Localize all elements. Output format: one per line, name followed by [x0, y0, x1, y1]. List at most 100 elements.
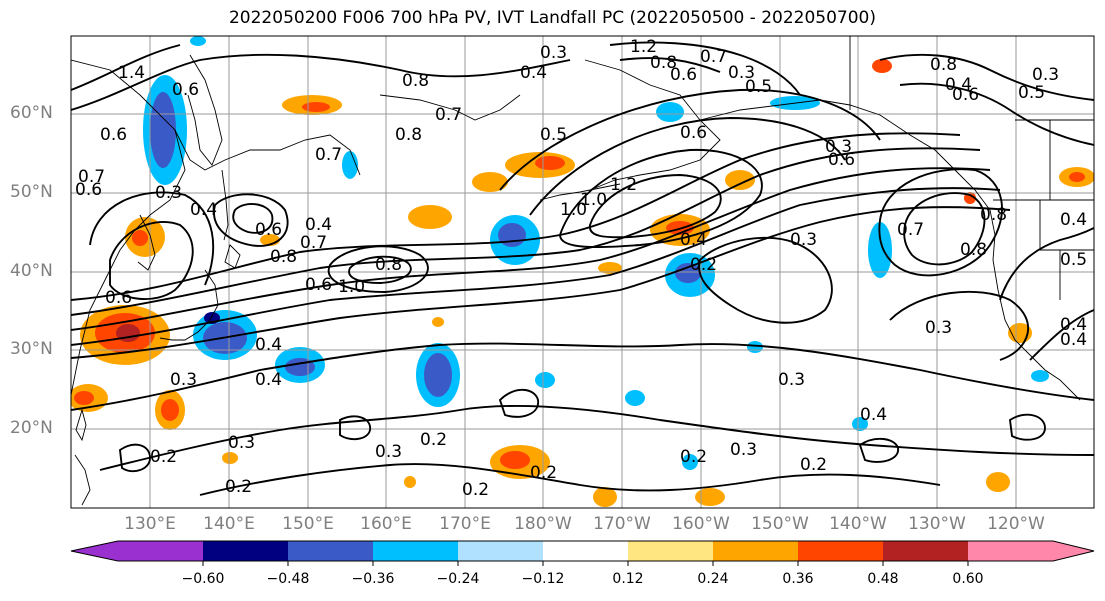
contour-west-low: [109, 220, 194, 300]
fill-negative-east-central-core: [675, 263, 701, 283]
contour-label: 0.3: [790, 230, 817, 250]
contour-label: 0.8: [402, 71, 429, 91]
colorbar-tick-label: −0.36: [351, 571, 395, 587]
contour-label: 0.6: [670, 65, 697, 85]
fill-positive-small-5: [1069, 172, 1085, 182]
contour-label: 0.4: [1060, 330, 1087, 350]
colorbar-tick-label: 0.36: [782, 571, 814, 587]
coast-alaska: [584, 59, 721, 191]
contour-label: 0.3: [155, 183, 182, 203]
lon-label: 180°W: [514, 514, 572, 534]
lon-label: 130°W: [908, 514, 966, 534]
fill-negative-small-1: [535, 372, 555, 388]
contour-small-5: [1008, 413, 1046, 441]
fill-positive-philippine-sea-core: [161, 399, 179, 421]
fill-negative-small-7: [342, 151, 358, 179]
contour-low-west-inner: [232, 203, 274, 234]
contour-north-3: [609, 41, 801, 96]
contour-subtrop-3: [199, 463, 941, 496]
contour-low-west: [213, 193, 289, 247]
contour-ridge-loop: [559, 149, 763, 249]
contour-label: 0.8: [930, 55, 957, 75]
contour-low-central-inner: [348, 255, 412, 284]
contour-northeast-loop-inner: [903, 192, 986, 266]
contour-label: 0.4: [190, 200, 217, 220]
contour-label: 0.2: [150, 447, 177, 467]
fill-negative-gulf-alaska: [656, 102, 684, 122]
contour-label: 0.4: [1060, 315, 1087, 335]
fill-negative-dateline-core: [424, 353, 452, 397]
contour-label: 0.4: [305, 215, 332, 235]
contour-label: 0.2: [800, 455, 827, 475]
fill-negative-subtrop-west-core: [285, 358, 315, 376]
coast-aleutians: [539, 183, 621, 201]
lon-label: 140°E: [203, 514, 255, 534]
contour-label: 0.6: [828, 150, 855, 170]
coast-taiwan: [75, 408, 87, 442]
coast-sakhalin: [221, 169, 229, 241]
contour-low-central: [327, 245, 429, 293]
fill-positive-small-9: [222, 452, 238, 464]
contour-jet-2: [71, 187, 1001, 346]
lat-label: 20°N: [10, 418, 53, 438]
contour-label: 0.7: [300, 233, 327, 253]
contour-label: 0.8: [650, 53, 677, 73]
colorbar-ticks: [202, 561, 969, 566]
contour-label: 0.8: [395, 125, 422, 145]
contour-label: 0.4: [860, 405, 887, 425]
contour-label: 0.3: [825, 137, 852, 157]
fill-positive-gulf: [725, 170, 755, 190]
contour-label: 0.7: [315, 145, 342, 165]
contour-jet-1: [71, 167, 991, 331]
lon-label: 170°E: [439, 514, 491, 534]
fill-negative-small-3: [747, 341, 763, 353]
contour-label: 0.3: [730, 440, 757, 460]
contour-label: 1.2: [610, 175, 637, 195]
contour-label: 0.4: [255, 335, 282, 355]
fill-negative-kamchatka-core: [150, 92, 176, 168]
colorbar-tick-label: 0.12: [612, 571, 644, 587]
contour-label: 0.5: [745, 77, 772, 97]
contour-label: 0.3: [925, 318, 952, 338]
colorbar-extend-low: [71, 541, 118, 561]
contour-label: 0.3: [170, 370, 197, 390]
contour-small-4: [339, 415, 371, 441]
fill-negative-small-5: [682, 454, 698, 470]
fill-negative-northeast: [868, 222, 892, 278]
fill-positive-south-china-core: [74, 391, 94, 405]
contour-jet-5: [71, 132, 961, 301]
contour-north-4: [619, 57, 721, 73]
contour-small-2: [858, 437, 899, 463]
contour-west-coast-2: [1029, 309, 1094, 361]
contour-label: 0.7: [435, 105, 462, 125]
contour-label: 0.2: [225, 477, 252, 497]
coast-north-america: [989, 209, 1081, 401]
contour-label: 1.0: [560, 200, 587, 220]
colorbar-extend-high: [1053, 541, 1094, 561]
colorbar-tick-label: −0.48: [266, 571, 310, 587]
colorbar: [70, 540, 1095, 566]
border-canada-us: [849, 36, 1094, 201]
contour-north-ak: [879, 53, 1094, 101]
contour-label: 0.7: [78, 167, 105, 187]
lon-label: 140°W: [829, 514, 887, 534]
fill-positive-small-2: [695, 488, 725, 506]
colorbar-tick-label: 0.48: [867, 571, 899, 587]
lon-label: 150°E: [282, 514, 334, 534]
contour-label: 0.5: [1018, 83, 1045, 103]
fill-positive-subtropics-core: [500, 451, 530, 469]
coast-philippines: [74, 454, 91, 506]
contour-jet-3: [71, 206, 1011, 359]
contour-label: 0.6: [305, 275, 332, 295]
lat-label: 50°N: [10, 182, 53, 202]
contour-north-1: [71, 53, 571, 111]
colorbar-tick-label: 0.60: [952, 571, 984, 587]
contour-label: 0.6: [75, 180, 102, 200]
fill-negative-small-4: [852, 417, 868, 431]
contour-label: 0.3: [728, 63, 755, 83]
colorbar-swatch: [543, 541, 628, 561]
contour-jet-4: [71, 147, 981, 316]
contour-label: 0.4: [1060, 210, 1087, 230]
contour-subtrop-2: [99, 404, 1094, 471]
lon-label: 160°E: [360, 514, 412, 534]
